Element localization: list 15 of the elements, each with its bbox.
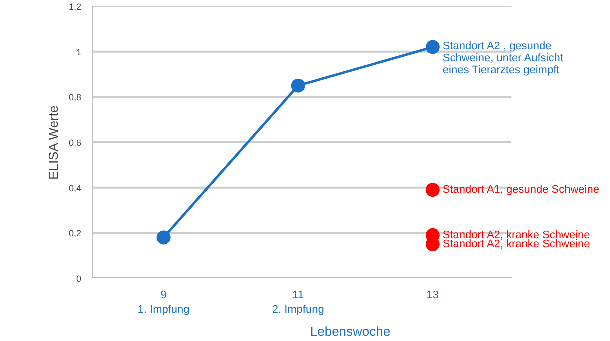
series-label: Standort A2, kranke Schweine — [442, 238, 590, 250]
y-axis-title: ELISA Werte — [46, 106, 61, 180]
y-tick-label: 1,2 — [68, 2, 82, 12]
x-tick-label: 11 2. Impfung — [272, 290, 324, 316]
series-label: Standort A2 , gesunde Schweine, unter Aufsicht eines Tierarztes geimpft — [442, 40, 564, 76]
series-label: Standort A1, gesunde Schweine — [442, 184, 600, 196]
y-tick-label: 0,2 — [68, 228, 82, 239]
y-tick-label: 0 — [76, 274, 82, 284]
x-tick-label: 13 — [426, 290, 440, 302]
y-tick-label: 0,4 — [68, 183, 82, 194]
y-tick-label: 1 — [76, 47, 82, 58]
x-tick-label: 9 1. Impfung — [138, 290, 190, 316]
y-tick-label: 0,6 — [68, 138, 82, 148]
x-axis-title: Lebenswoche — [310, 324, 391, 339]
y-tick-label: 0,8 — [68, 92, 82, 103]
